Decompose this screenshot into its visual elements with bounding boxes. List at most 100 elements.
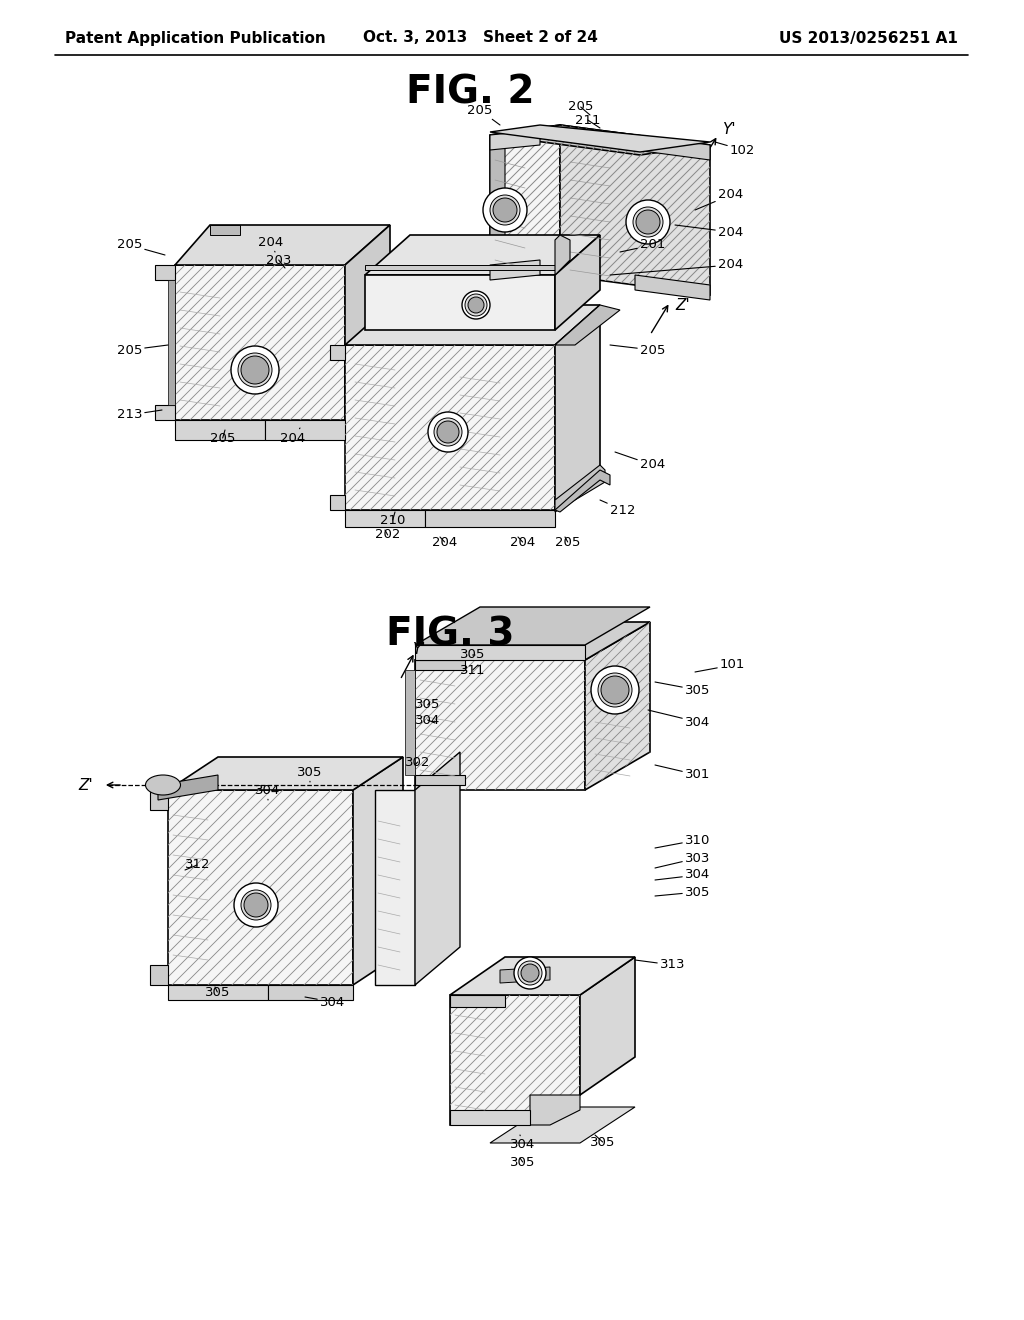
Polygon shape [555,235,600,330]
Circle shape [244,894,268,917]
Text: 310: 310 [655,833,711,847]
Polygon shape [450,995,580,1125]
Polygon shape [415,607,650,645]
Circle shape [437,421,459,444]
Circle shape [483,187,527,232]
Circle shape [493,198,517,222]
Polygon shape [555,305,600,510]
Text: Y': Y' [722,123,735,137]
Text: 204: 204 [280,428,305,445]
Text: Patent Application Publication: Patent Application Publication [65,30,326,45]
Polygon shape [365,265,555,271]
Polygon shape [210,224,240,235]
Polygon shape [168,756,403,789]
Circle shape [598,673,632,708]
Polygon shape [415,660,585,789]
Text: 204: 204 [615,451,666,471]
Text: 305: 305 [415,698,440,711]
Text: 311: 311 [460,664,485,676]
Text: 205: 205 [210,430,236,445]
Text: 211: 211 [575,114,600,128]
Circle shape [514,957,546,989]
Polygon shape [490,135,505,285]
Text: 205: 205 [117,343,168,356]
Text: 205: 205 [117,239,165,255]
Polygon shape [345,345,555,510]
Text: 304: 304 [655,869,711,882]
Polygon shape [580,957,635,1096]
Polygon shape [375,789,415,985]
Polygon shape [345,305,600,345]
Text: 303: 303 [655,851,711,869]
Circle shape [626,201,670,244]
Text: 102: 102 [715,143,756,157]
Polygon shape [268,985,353,1001]
Polygon shape [560,125,710,294]
Polygon shape [155,405,175,420]
Polygon shape [406,671,415,775]
Polygon shape [415,775,465,785]
Polygon shape [530,1096,580,1125]
Polygon shape [585,622,650,789]
Polygon shape [415,622,650,660]
Text: Y': Y' [412,643,426,657]
Polygon shape [175,420,265,440]
Polygon shape [555,465,605,512]
Polygon shape [150,789,168,810]
Polygon shape [555,470,610,512]
Circle shape [241,356,269,384]
Polygon shape [345,510,425,527]
Polygon shape [490,260,540,280]
Polygon shape [353,756,403,985]
Text: 305: 305 [460,648,485,661]
Circle shape [601,676,629,704]
Polygon shape [450,1110,530,1125]
Circle shape [428,412,468,451]
Polygon shape [490,1107,635,1143]
Polygon shape [635,275,710,300]
Polygon shape [490,125,710,152]
Text: 205: 205 [610,343,666,356]
Circle shape [633,207,663,238]
Text: 204: 204 [432,536,458,549]
Polygon shape [490,129,540,150]
Text: 205: 205 [568,100,593,115]
Polygon shape [490,125,710,154]
Text: 213: 213 [117,408,162,421]
Ellipse shape [145,775,180,795]
Text: 305: 305 [655,886,711,899]
Text: 304: 304 [648,710,711,729]
Circle shape [521,964,539,982]
Polygon shape [168,985,268,1001]
Polygon shape [415,660,465,671]
Polygon shape [365,235,600,275]
Text: 205: 205 [467,103,500,125]
Polygon shape [175,224,390,265]
Circle shape [490,195,520,224]
Text: Z': Z' [78,777,93,792]
Text: 305: 305 [655,682,711,697]
Text: 304: 304 [255,784,280,800]
Circle shape [465,294,487,315]
Polygon shape [345,224,390,420]
Text: 301: 301 [655,766,711,781]
Text: 305: 305 [510,1155,536,1168]
Text: 304: 304 [305,995,345,1008]
Text: 305: 305 [590,1135,615,1148]
Text: 210: 210 [380,512,406,527]
Text: Z': Z' [675,297,690,313]
Text: 204: 204 [675,224,743,239]
Text: 204: 204 [695,189,743,210]
Text: 305: 305 [297,766,322,781]
Polygon shape [490,125,560,285]
Polygon shape [500,968,550,983]
Polygon shape [168,789,353,985]
Polygon shape [150,965,168,985]
Circle shape [231,346,279,393]
Polygon shape [555,235,570,275]
Polygon shape [330,495,345,510]
Polygon shape [415,752,460,985]
Polygon shape [635,135,710,160]
Text: 201: 201 [620,239,666,252]
Polygon shape [155,265,175,280]
